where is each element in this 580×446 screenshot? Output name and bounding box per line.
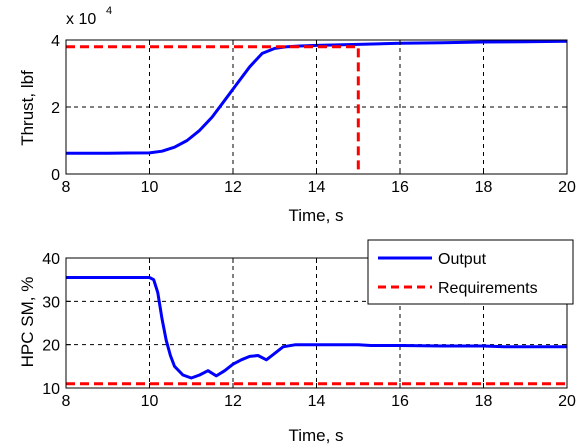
hpc-sm-ytick-label: 30: [42, 294, 60, 311]
thrust-output-line: [66, 39, 568, 155]
hpc-sm-ytick-label: 10: [42, 381, 60, 398]
thrust-xtick-label: 16: [391, 179, 409, 196]
legend-box: [367, 239, 574, 305]
thrust-series: [66, 39, 568, 174]
thrust-xtick-label: 8: [62, 179, 71, 196]
hpc-sm-xtick-label: 20: [558, 393, 576, 410]
legend-label-requirements: Requirements: [438, 280, 538, 297]
thrust-xlabel: Time, s: [288, 206, 343, 225]
hpc-sm-xtick-label: 16: [391, 393, 409, 410]
hpc-sm-xtick-label: 8: [62, 393, 71, 410]
thrust-xtick-label: 10: [141, 179, 159, 196]
thrust-ytick-label: 2: [51, 100, 60, 117]
hpc-sm-xtick-label: 12: [224, 393, 242, 410]
thrust-ticks: 8 10 12 14 16 18 20 0 2 4: [51, 33, 576, 196]
thrust-ylabel: Thrust, lbf: [18, 70, 37, 146]
legend-label-output: Output: [438, 251, 487, 268]
thrust-multiplier-label: x 10: [66, 11, 96, 28]
thrust-grid: [66, 40, 567, 174]
thrust-xtick-label: 12: [224, 179, 242, 196]
thrust-multiplier-exponent: 4: [106, 5, 112, 17]
legend: Output Requirements: [367, 239, 574, 305]
hpc-sm-series: [66, 276, 567, 386]
thrust-xtick-label: 14: [308, 179, 326, 196]
thrust-ytick-label: 4: [51, 33, 60, 50]
hpc-sm-ytick-label: 40: [42, 251, 60, 268]
thrust-xtick-label: 20: [558, 179, 576, 196]
hpc-sm-ylabel: HPC SM, %: [18, 277, 37, 368]
hpc-sm-ytick-label: 20: [42, 338, 60, 355]
thrust-plot: 8 10 12 14 16 18 20 0 2 4 Time, s Thrust, lbf x 1…: [18, 5, 576, 225]
hpc-sm-output-line: [66, 276, 567, 380]
hpc-sm-xtick-label: 14: [308, 393, 326, 410]
hpc-sm-xlabel: Time, s: [288, 426, 343, 445]
hpc-sm-xtick-label: 10: [141, 393, 159, 410]
thrust-ytick-label: 0: [51, 167, 60, 184]
hpc-sm-xtick-label: 18: [475, 393, 493, 410]
thrust-xtick-label: 18: [475, 179, 493, 196]
